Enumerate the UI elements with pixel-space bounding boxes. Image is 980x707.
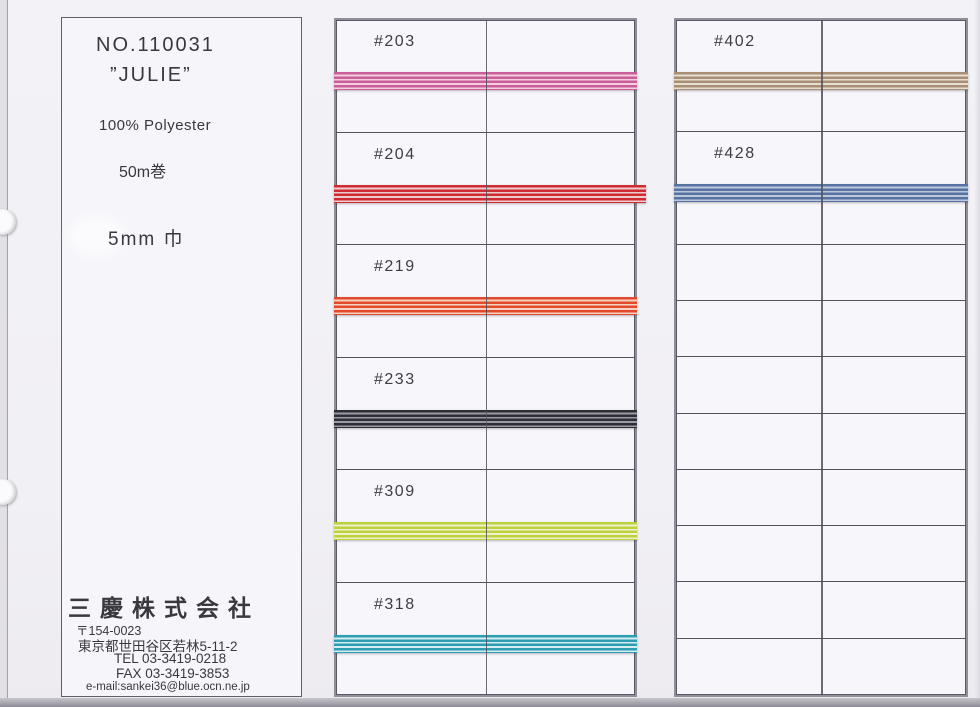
material-label: 100% Polyester [99,117,212,134]
sample-number-label: #318 [374,595,416,613]
sample-table-2: #402 #428 [674,18,968,697]
company-name: 三慶株式会社 [68,595,260,621]
company-address: 東京都世田谷区若林5-11-2 [78,639,238,654]
sample-number-label: #233 [374,370,416,388]
company-postal-code: 〒154-0023 [76,624,142,638]
page-right-edge [974,0,980,707]
ribbon-sample-204 [334,184,646,203]
page-bottom-shadow [0,698,980,707]
sample-table-1: #203 #204 #219 #233 #309 #318 [334,18,646,697]
company-fax: FAX 03-3419-3853 [116,666,230,681]
company-email: e-mail:sankei36@blue.ocn.ne.jp [86,681,250,693]
table-column-divider [485,20,488,695]
sample-number-label: #402 [714,33,756,50]
sample-number-label: #428 [714,145,756,163]
table-column-divider [821,20,823,695]
product-number: NO.110031 [96,34,215,56]
sample-number-label: #204 [374,145,416,163]
punch-hole-top [0,209,16,235]
ribbon-width-label: 5mm 巾 [108,229,185,250]
punch-hole-bottom [0,479,16,505]
sample-number-label: #309 [374,483,416,500]
sample-number-label: #219 [374,258,416,275]
sample-number-label: #203 [374,33,416,50]
info-card: NO.110031 ”JULIE” 100% Polyester 50m巻 5m… [61,17,302,697]
product-name: ”JULIE” [110,64,192,86]
roll-length-label: 50m巻 [119,164,167,181]
scan-smudge [68,216,126,256]
company-tel: TEL 03-3419-0218 [114,651,227,666]
page-left-edge [0,0,8,707]
